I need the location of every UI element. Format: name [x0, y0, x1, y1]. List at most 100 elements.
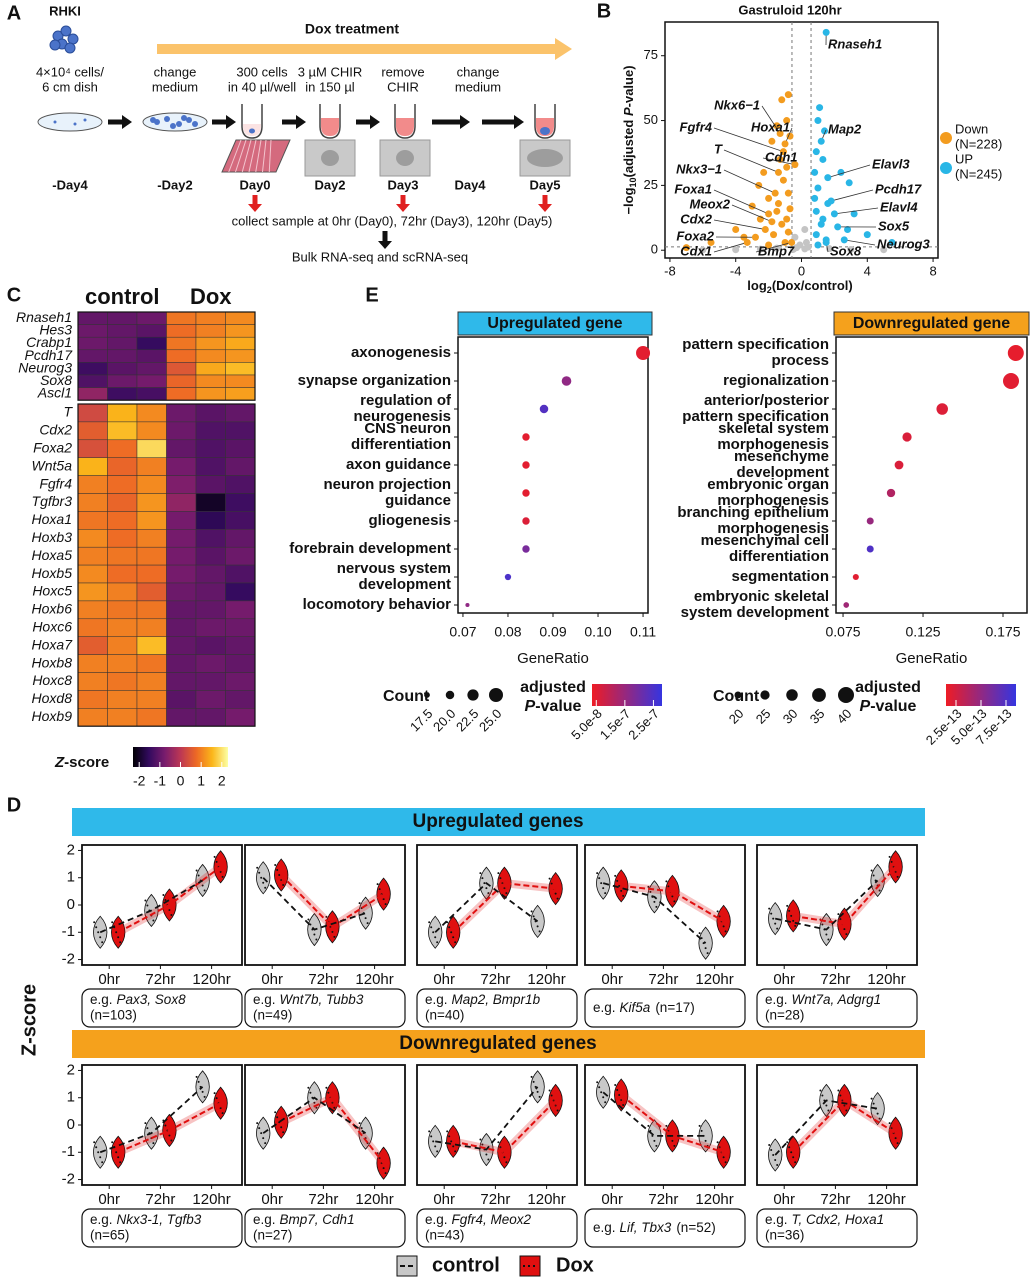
volcano-point [819, 155, 827, 163]
term-label: regulation of [360, 392, 452, 409]
violin-point [376, 883, 379, 886]
violin-point [434, 936, 437, 939]
y-axis-label-part: (adjusted [621, 116, 636, 177]
gene-point [774, 168, 782, 176]
x-axis-label-part: log [747, 278, 767, 293]
violin-point [554, 1104, 557, 1107]
term-dot [522, 545, 530, 553]
heatmap-cell [136, 457, 167, 476]
term-label: forebrain development [289, 540, 451, 557]
violin-point [195, 1075, 198, 1078]
day-label: Day3 [387, 177, 418, 192]
violin-point [144, 899, 147, 902]
term-label: anterior/posterior [704, 392, 829, 409]
term-label: differentiation [729, 548, 829, 565]
violin-point [839, 1094, 842, 1097]
violin-point [888, 855, 891, 858]
x-tick-label: 120hr [867, 971, 905, 988]
violin-point [170, 914, 173, 916]
heatmap-cell [166, 546, 197, 566]
violin-point [203, 889, 206, 892]
violin-point [197, 1080, 200, 1083]
violin-point [99, 936, 102, 939]
flow-arrowhead [370, 115, 380, 129]
gene-label: Fgfr4 [39, 475, 72, 491]
violin-point [274, 864, 277, 866]
caption-n: (n=49) [253, 1008, 292, 1023]
y-tick-label: 0 [67, 1116, 75, 1133]
y-tick-label: -1 [62, 923, 75, 940]
violin-point [358, 902, 361, 905]
heatmap-cell [136, 564, 167, 584]
control-trend [435, 1086, 539, 1151]
violin [548, 1083, 563, 1118]
caption-genes: Wnt7b, Tubb3 [280, 992, 364, 1007]
x-tick-label: 0.125 [905, 624, 940, 640]
violin-point [358, 1122, 361, 1125]
violin [111, 915, 126, 949]
flow-arrowhead [460, 115, 470, 129]
gene-label: Hoxa5 [32, 547, 73, 563]
term-dot [886, 488, 896, 498]
violin-point [774, 1159, 777, 1161]
heatmap-cell [136, 349, 167, 363]
gene-leader [731, 204, 773, 223]
gene-point [834, 223, 842, 231]
legend-title-part: P [860, 698, 871, 715]
violin-point [890, 860, 893, 863]
violin-point [894, 1137, 897, 1140]
x-tick-label: 0hr [98, 1191, 120, 1208]
heatmap-cell [166, 403, 197, 423]
violin-point [366, 922, 369, 925]
size-legend-label: 17.5 [407, 706, 436, 735]
dish-cell [192, 121, 198, 127]
violin-point [436, 941, 439, 944]
heatmap-cell [166, 600, 197, 620]
term-label: neurogenesis [353, 408, 451, 425]
gene-point [779, 148, 787, 156]
heatmap-cell [225, 387, 256, 401]
heatmap-cell [225, 511, 256, 530]
violin-point [170, 1139, 173, 1142]
x-tick-label: 72hr [145, 1191, 175, 1208]
violin [716, 904, 731, 938]
x-tick-label: 120hr [355, 971, 393, 988]
y-axis-label-part: -value) [621, 65, 636, 107]
cell-icon [64, 42, 76, 54]
caption-box [81, 1208, 243, 1248]
violin-point [262, 881, 265, 884]
heatmap-cell [77, 546, 108, 566]
gene-label: Foxa1 [674, 181, 712, 196]
gene-label: Hoxb9 [32, 708, 73, 724]
violin-point [264, 1142, 267, 1145]
volcano-point [814, 241, 822, 249]
violin-point [382, 898, 385, 901]
control-trend [99, 879, 204, 934]
term-dot [1003, 373, 1020, 389]
violin-point [532, 1080, 535, 1083]
caption-text: e.g. T, Cdx2, Hoxa1 [765, 1212, 884, 1227]
violin-point [487, 892, 490, 895]
violin-point [168, 1134, 171, 1137]
x-tick-label: 0hr [773, 1191, 795, 1208]
volcano-point [784, 189, 792, 197]
heatmap-cell [107, 582, 138, 602]
violin-point [278, 874, 281, 876]
violin-point [896, 1142, 899, 1145]
violin [428, 915, 443, 949]
heatmap-cell [195, 600, 226, 620]
x-tick-label: 0.11 [630, 624, 656, 640]
colorbar-title: Z-score [54, 754, 109, 771]
violin-point [614, 874, 617, 877]
heatmap-cell [195, 311, 226, 325]
violin-point [115, 1151, 118, 1154]
violin-point [448, 926, 451, 929]
violin-point [671, 895, 674, 898]
gene-point [743, 238, 751, 246]
gene-leader [713, 189, 769, 215]
caption-box [756, 988, 918, 1028]
caption-prefix: e.g. [253, 1212, 276, 1227]
heatmap-cell [77, 654, 108, 673]
gene-point [824, 174, 832, 182]
volcano-point [732, 225, 740, 233]
